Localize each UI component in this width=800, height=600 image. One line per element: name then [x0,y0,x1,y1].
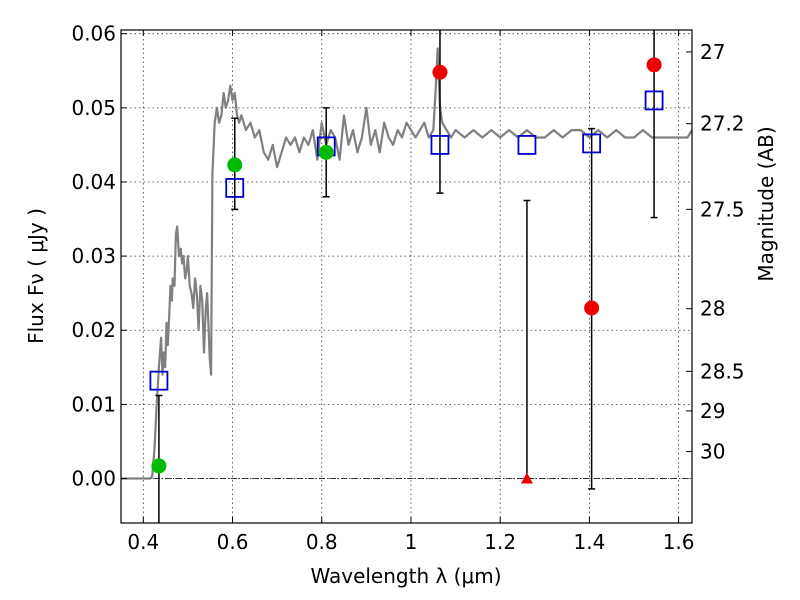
magnitude-tick-label: 28.5 [700,359,745,383]
red-measurement-point [646,57,662,73]
green-detection-point [227,157,243,173]
upper-limit-triangle [520,472,533,484]
y-tick-label: 0.01 [71,392,116,416]
y-tick-label: 0.03 [71,244,116,268]
magnitude-tick-label: 27.2 [700,112,745,136]
y-tick-label: 0.06 [71,22,116,46]
magnitude-tick-label: 28 [700,297,725,321]
spectrum-line [121,47,693,480]
magnitude-tick-label: 29 [700,399,725,423]
model-band-square [149,370,169,391]
magnitude-tick-label: 30 [700,440,725,464]
green-detection-point [318,144,334,160]
x-tick-label: 0.6 [217,530,249,554]
y-axis-ticks: 0.00 0.01 0.02 0.03 0.04 0.05 0.06 [71,22,127,491]
y-tick-label: 0.02 [71,318,116,342]
model-band-square [430,135,450,155]
y-axis-label: Flux Fν ( μJy ) [24,208,48,344]
model-band-square [582,133,602,154]
magnitude-axis-ticks: 27 27.2 27.5 28 28.5 29 30 [686,40,745,464]
red-measurement-point [584,300,600,316]
x-tick-label: 1.4 [573,530,605,554]
model-band-square [225,178,245,198]
y-tick-label: 0.00 [71,467,116,491]
marker-layer [149,57,664,484]
red-measurement-point [432,64,448,80]
model-band-square [517,135,537,155]
x-axis-ticks: 0.4 0.6 0.8 1 1.2 1.4 1.6 [127,30,695,554]
x-axis-label: Wavelength λ (μm) [310,564,501,588]
x-tick-label: 1 [405,530,418,554]
x-tick-label: 0.8 [306,530,338,554]
magnitude-axis-label: Magnitude (AB) [754,126,778,281]
magnitude-tick-label: 27 [700,40,725,64]
y-tick-label: 0.04 [71,170,116,194]
y-tick-label: 0.05 [71,96,116,120]
green-detection-point [151,458,167,474]
magnitude-tick-label: 27.5 [700,197,745,221]
spectrum-layer [121,47,693,480]
model-band-square [644,90,664,111]
plot-frame [120,29,693,524]
x-tick-label: 1.6 [663,530,695,554]
x-tick-label: 0.4 [127,530,159,554]
x-tick-label: 1.2 [484,530,516,554]
